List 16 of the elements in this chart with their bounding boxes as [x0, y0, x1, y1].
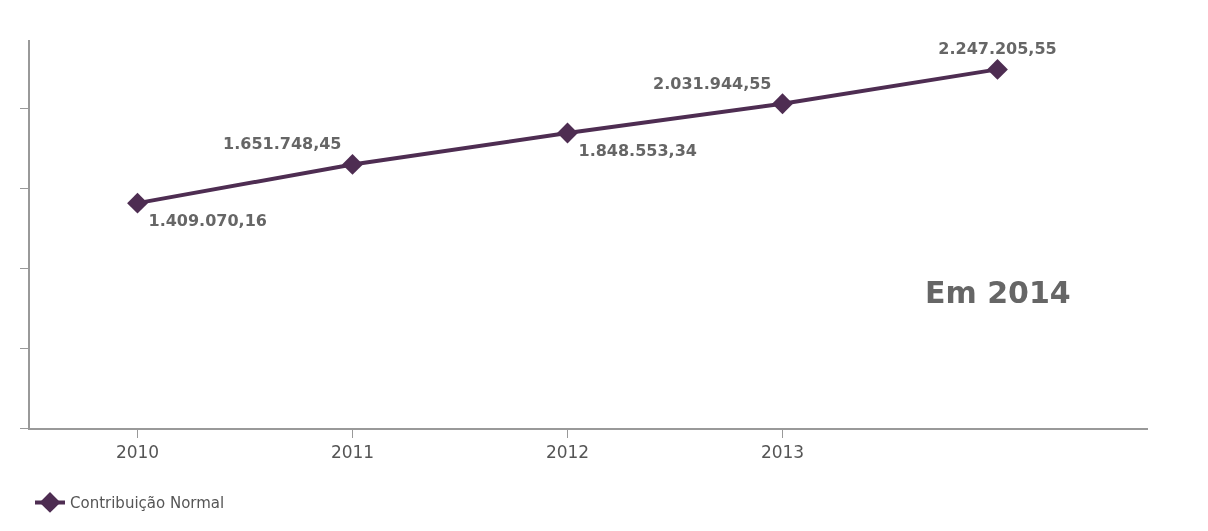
data-label: 1.651.748,45	[223, 134, 342, 154]
x-tick-label: 2011	[330, 442, 375, 463]
point	[772, 93, 793, 115]
x-tick-label: 2012	[545, 442, 590, 463]
point	[987, 59, 1008, 80]
text: Em 2014	[925, 275, 1071, 310]
point	[342, 154, 363, 175]
point	[127, 192, 148, 214]
point	[557, 122, 578, 144]
legend-label: Contribuição Normal	[70, 494, 225, 513]
data-label: 2.247.205,55	[938, 39, 1057, 59]
data-label: 2.031.944,55	[653, 73, 772, 93]
data-label: 1.409.070,16	[148, 211, 267, 231]
data-label: 1.848.553,34	[578, 141, 697, 161]
x-tick-label: 2013	[760, 442, 805, 463]
x-tick-label: 2010	[115, 442, 160, 463]
